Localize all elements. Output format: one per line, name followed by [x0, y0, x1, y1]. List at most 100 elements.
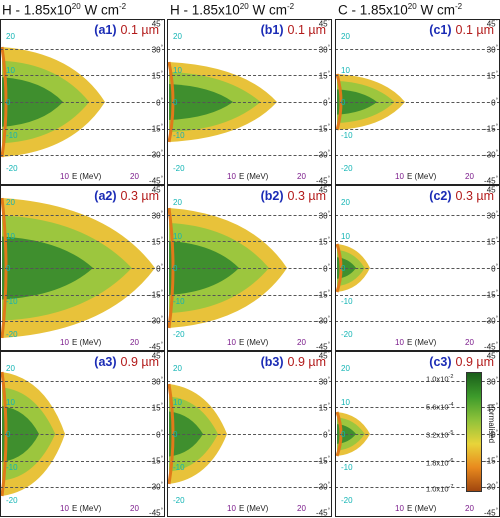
angle-gridline: [167, 434, 332, 435]
angle-gridline: [167, 215, 332, 216]
angle-tick-label: -30°: [484, 482, 498, 492]
y-tick-label: 10: [6, 66, 15, 75]
title-exponent: 20: [239, 2, 249, 11]
angle-tick-label: 0°: [491, 430, 498, 440]
panel-id: (b3): [260, 355, 284, 369]
title-exponent: 20: [407, 2, 417, 11]
y-tick-label: 20: [173, 32, 182, 41]
angle-tick-label: -15°: [316, 456, 330, 466]
y-tick-label: 0: [173, 264, 178, 273]
x-tick-label: 10: [227, 504, 236, 513]
panel-label: (c3) 0.9 µm: [429, 355, 494, 369]
angle-tick-label: 15°: [151, 237, 163, 247]
angle-gridline: [167, 461, 332, 462]
x-tick-label: 10: [60, 172, 69, 181]
x-axis-label: E (MeV): [239, 172, 269, 181]
y-tick-label: -20: [173, 164, 185, 173]
column-title-h1: H - 1.85x1020 W cm-2: [2, 2, 126, 18]
angle-gridline: [0, 241, 165, 242]
angle-gridline: [335, 321, 500, 322]
angle-gridline: [0, 215, 165, 216]
angle-tick-label: -45°: [316, 342, 330, 351]
panel-thickness: 0.9 µm: [287, 355, 326, 369]
y-tick-label: 10: [173, 232, 182, 241]
x-axis-label: E (MeV): [72, 338, 102, 347]
angle-gridline: [167, 129, 332, 130]
angle-gridline: [167, 49, 332, 50]
angle-gridline: [335, 434, 500, 435]
y-tick-label: 20: [173, 364, 182, 373]
angle-gridline: [167, 102, 332, 103]
angle-tick-label: 45°: [318, 19, 330, 29]
angle-gridline: [167, 295, 332, 296]
panel-a1: 20 10 0 -10 -20 45° 30° 15° 0° -15° -30° -45° E (MeV…: [0, 19, 165, 185]
y-tick-label: 10: [6, 398, 15, 407]
y-tick-label: -10: [173, 297, 185, 306]
y-tick-label: 10: [6, 232, 15, 241]
y-tick-label: 20: [341, 32, 350, 41]
angle-tick-label: 0°: [156, 98, 163, 108]
angle-tick-label: -15°: [149, 290, 163, 300]
panel-id: (a3): [94, 355, 117, 369]
angle-gridline: [335, 75, 500, 76]
colorbar-tick: 1.0x10-7: [426, 484, 454, 494]
angle-gridline: [0, 75, 165, 76]
colorbar-tick: 3.2x10-5: [426, 430, 454, 440]
colorbar-tick: 1.0x10-2: [426, 374, 454, 384]
y-tick-label: -10: [173, 131, 185, 140]
angle-tick-label: 0°: [156, 430, 163, 440]
angle-tick-label: 30°: [151, 45, 163, 55]
angle-tick-label: -45°: [149, 176, 163, 185]
x-tick-label: 10: [395, 338, 404, 347]
panel-label: (c2) 0.3 µm: [429, 189, 494, 203]
y-tick-label: -20: [173, 496, 185, 505]
angle-gridline: [335, 461, 500, 462]
panel-label: (b2) 0.3 µm: [261, 189, 326, 203]
title-unit: W cm: [248, 2, 287, 18]
angle-gridline: [335, 102, 500, 103]
angle-tick-label: 0°: [491, 264, 498, 274]
angle-tick-label: 15°: [486, 71, 498, 81]
y-tick-label: 0: [173, 98, 178, 107]
x-tick-label: 10: [60, 338, 69, 347]
panel-id: (a1): [94, 23, 117, 37]
angle-tick-label: 45°: [151, 19, 163, 29]
panel-id: (a2): [94, 189, 117, 203]
angle-gridline: [0, 461, 165, 462]
y-tick-label: 10: [341, 398, 350, 407]
x-tick-label: 10: [227, 172, 236, 181]
x-tick-label: 20: [465, 172, 474, 181]
colorbar: [466, 372, 482, 492]
angle-gridline: [335, 241, 500, 242]
y-tick-label: 20: [341, 198, 350, 207]
y-tick-label: 10: [173, 398, 182, 407]
y-tick-label: -20: [341, 496, 353, 505]
angle-tick-label: 45°: [151, 185, 163, 195]
angle-gridline: [0, 321, 165, 322]
y-tick-label: 0: [341, 264, 346, 273]
angle-tick-label: -15°: [484, 124, 498, 134]
x-axis-label: E (MeV): [407, 504, 437, 513]
angle-tick-label: 45°: [318, 185, 330, 195]
y-tick-label: 0: [6, 430, 11, 439]
y-tick-label: -10: [341, 131, 353, 140]
angle-tick-label: -15°: [149, 456, 163, 466]
angle-tick-label: -15°: [484, 456, 498, 466]
angle-tick-label: 15°: [318, 403, 330, 413]
y-tick-label: 0: [6, 98, 11, 107]
angle-tick-label: -45°: [484, 176, 498, 185]
y-tick-label: 20: [341, 364, 350, 373]
angle-tick-label: 30°: [486, 211, 498, 221]
angle-gridline: [335, 129, 500, 130]
angle-tick-label: -15°: [484, 290, 498, 300]
angle-gridline: [335, 215, 500, 216]
angle-tick-label: 0°: [323, 264, 330, 274]
panel-a2: 20 10 0 -10 -20 45° 30° 15° 0° -15° -30° -45° E (MeV…: [0, 185, 165, 351]
y-tick-label: 10: [173, 66, 182, 75]
x-axis-label: E (MeV): [407, 338, 437, 347]
panel-label: (a2) 0.3 µm: [94, 189, 159, 203]
angle-tick-label: 15°: [318, 71, 330, 81]
angle-tick-label: -30°: [316, 482, 330, 492]
angle-tick-label: 30°: [486, 45, 498, 55]
y-tick-label: -20: [6, 330, 18, 339]
